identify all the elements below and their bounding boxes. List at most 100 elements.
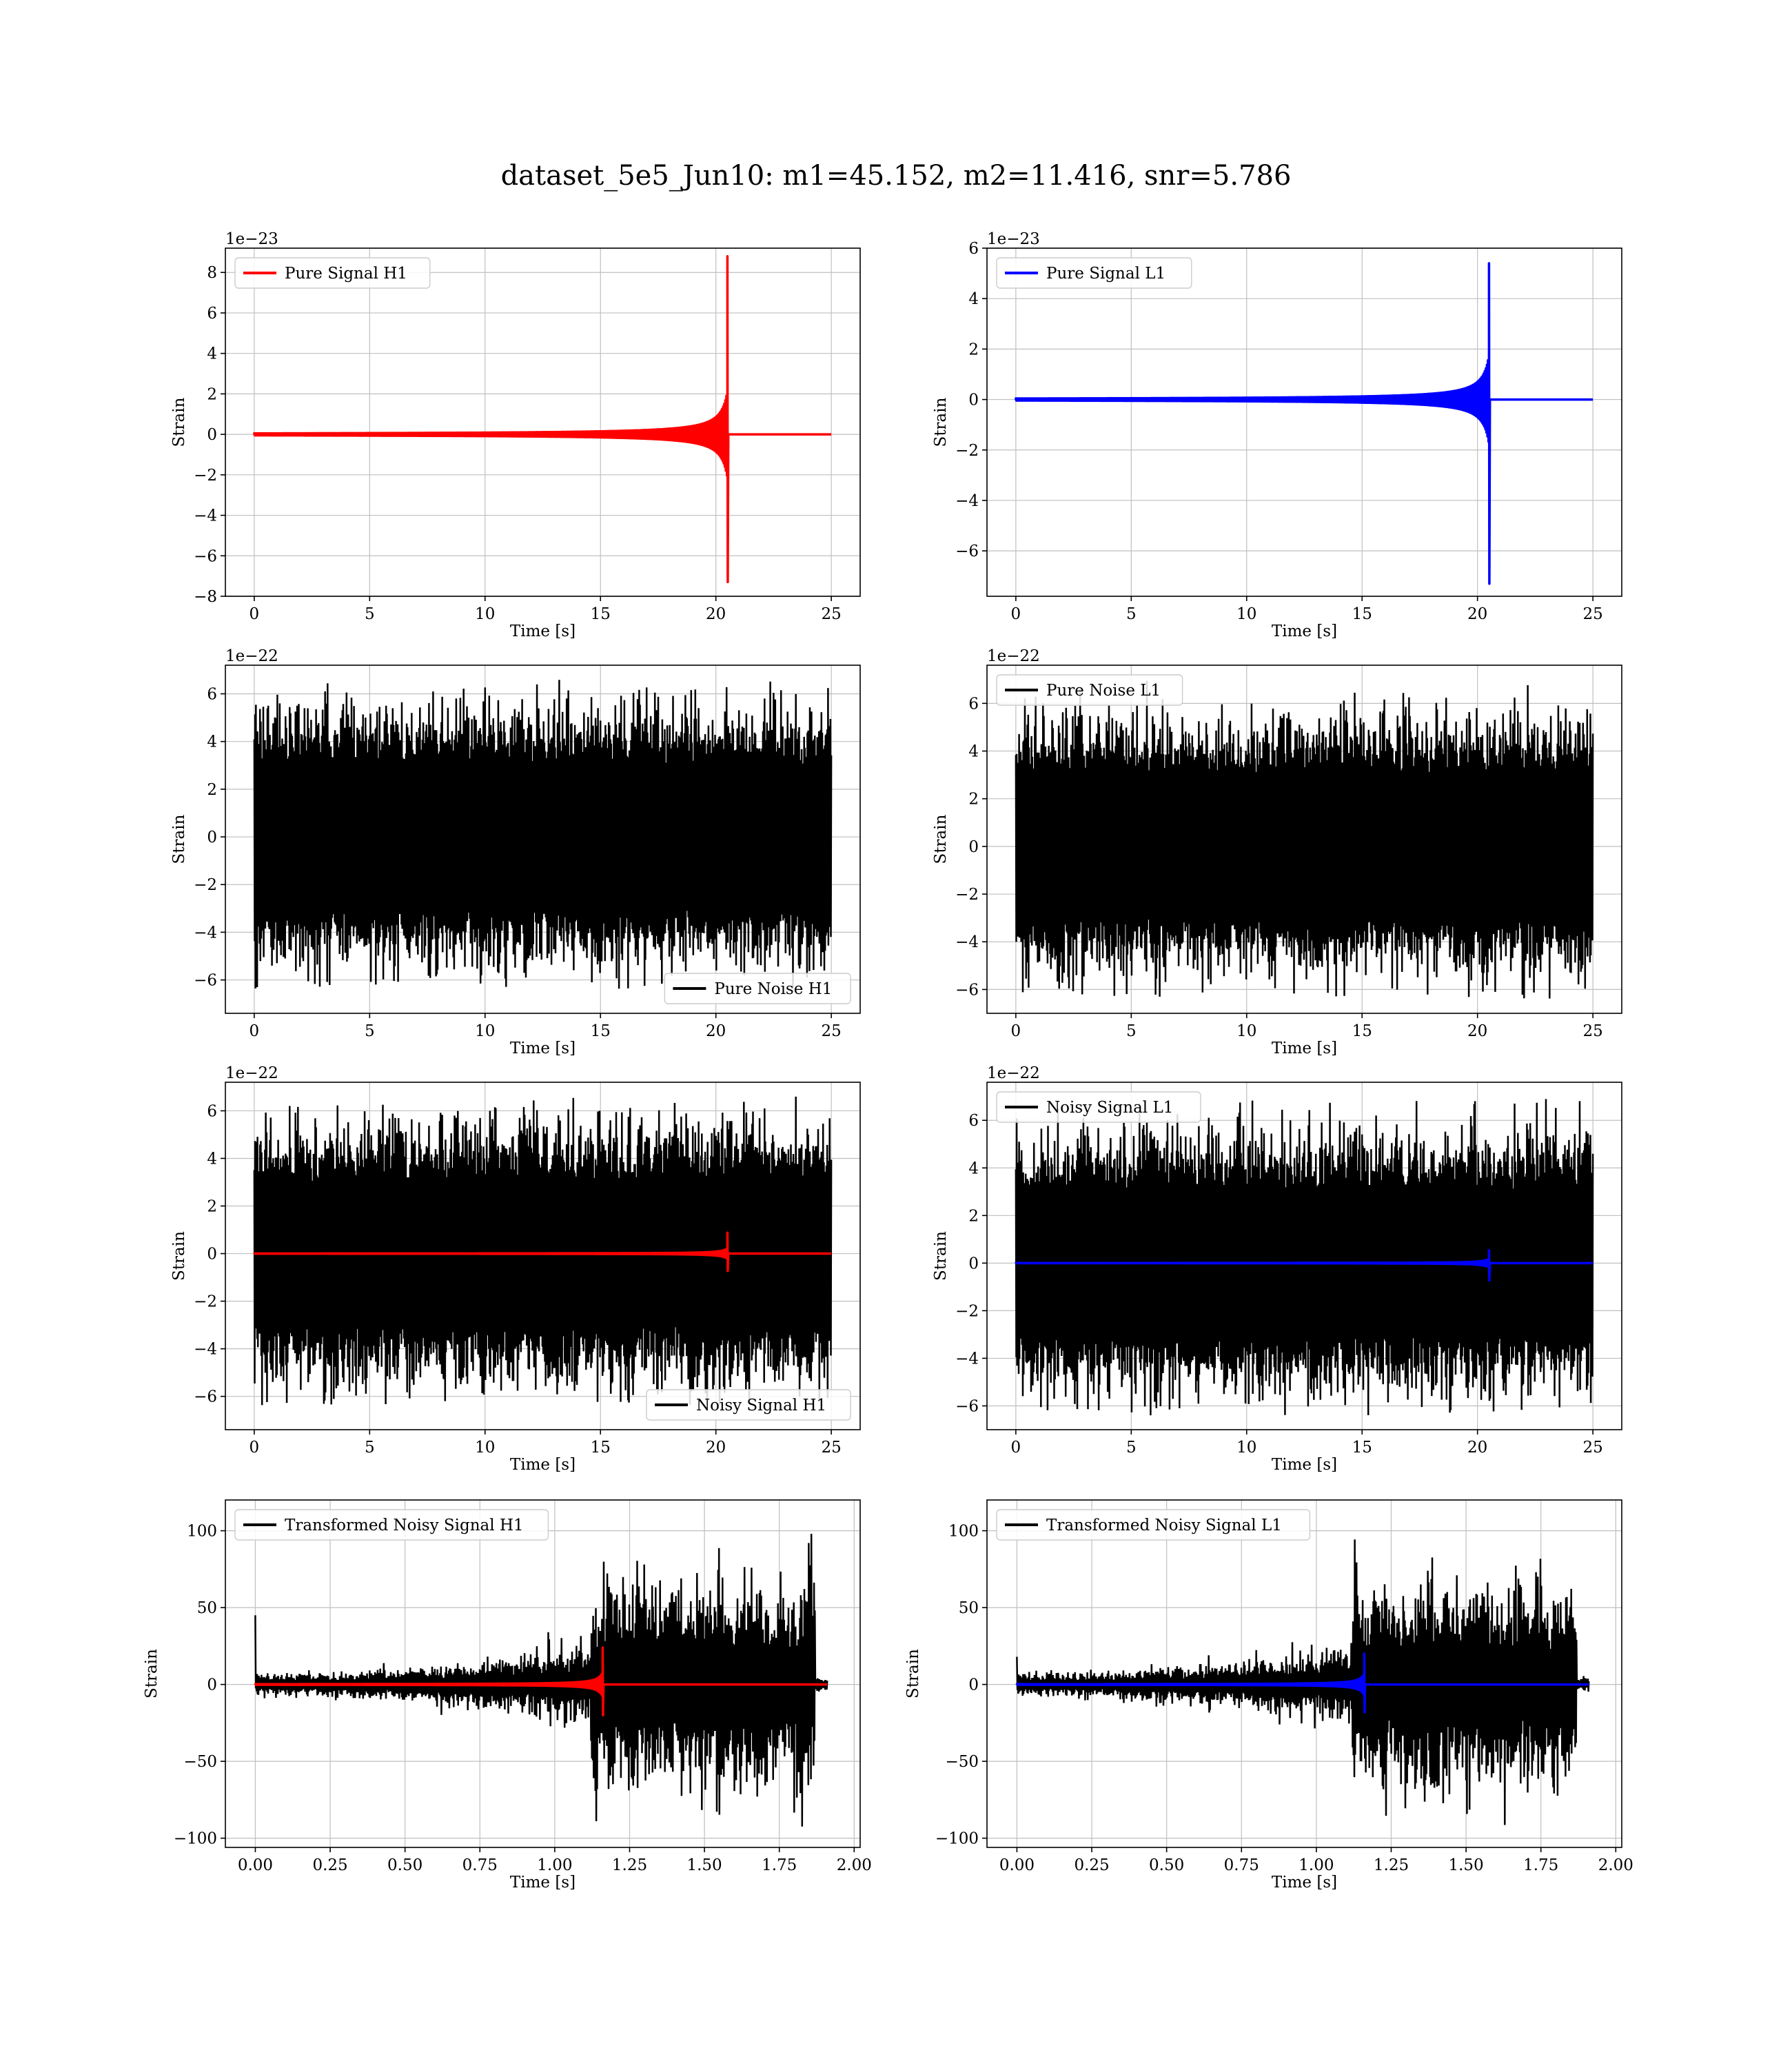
- x-tick-label: 1.00: [1299, 1856, 1334, 1874]
- x-tick-label: 1.75: [762, 1856, 797, 1874]
- x-tick-label: 1.00: [537, 1856, 572, 1874]
- y-tick-label: 0: [207, 1246, 217, 1264]
- axis-offset-text: 1e−23: [225, 230, 278, 248]
- axis-offset-text: 1e−22: [225, 1064, 278, 1082]
- axes-frame: [986, 1082, 1622, 1430]
- x-tick-label: 15: [591, 605, 611, 623]
- y-tick-label: −6: [955, 981, 979, 999]
- x-tick-label: 25: [821, 1439, 841, 1457]
- y-tick-label: −8: [194, 588, 217, 606]
- x-axis-label: Time [s]: [510, 1456, 576, 1474]
- plot-area: [1015, 262, 1594, 585]
- x-tick-label: 15: [1352, 605, 1372, 623]
- x-tick-label: 0: [250, 1022, 260, 1040]
- ticks: 0 5 10 15 20 25 −6 −4 −2 0 2 4 6: [955, 240, 1603, 623]
- legend-box: [996, 1509, 1311, 1541]
- x-tick-label: 1.25: [612, 1856, 647, 1874]
- x-tick-label: 0.75: [1224, 1856, 1259, 1874]
- legend-label: Transformed Noisy Signal H1: [285, 1517, 524, 1534]
- plot-area: [1015, 1099, 1594, 1416]
- y-tick-label: −4: [194, 1341, 217, 1359]
- x-tick-label: 15: [1352, 1022, 1372, 1040]
- x-tick-label: 10: [475, 1439, 495, 1457]
- x-tick-label: 2.00: [837, 1856, 872, 1874]
- axis-offset-text: 1e−22: [987, 1064, 1040, 1082]
- legend-box: [996, 1091, 1201, 1123]
- legend: Pure Signal H1: [234, 257, 431, 289]
- x-tick-label: 20: [706, 1439, 726, 1457]
- chart-panel-pure-signal-h1: 0 5 10 15 20 25 −8 −6 −4 −2 0 2 4 6 8 1e−23 Time [s] Stra…: [170, 230, 861, 640]
- ticks: 0 5 10 15 20 25 −8 −6 −4 −2 0 2 4 6 8: [194, 264, 842, 623]
- x-tick-label: 20: [706, 1022, 726, 1040]
- y-tick-label: −6: [194, 547, 217, 565]
- x-tick-label: 0.50: [1149, 1856, 1184, 1874]
- ticks: 0 5 10 15 20 25 −6 −4 −2 0 2 4 6: [194, 686, 842, 1040]
- y-tick-label: 4: [207, 1150, 217, 1168]
- x-tick-label: 5: [365, 1022, 375, 1040]
- ticks: 0 5 10 15 20 25 −6 −4 −2 0 2 4 6: [194, 1102, 842, 1457]
- chart-panel-pure-noise-l1: 0 5 10 15 20 25 −6 −4 −2 0 2 4 6 1e−22 Time [s] Strain P…: [932, 647, 1622, 1057]
- x-tick-label: 0: [1011, 1022, 1021, 1040]
- y-axis-label: Strain: [904, 1649, 922, 1699]
- x-tick-label: 15: [591, 1022, 611, 1040]
- plot-area: [1015, 680, 1594, 999]
- plot-area: [253, 254, 832, 584]
- y-tick-label: 4: [207, 733, 217, 751]
- y-tick-label: −50: [183, 1753, 217, 1771]
- y-tick-label: 100: [187, 1523, 217, 1541]
- plot-area: [1015, 1539, 1590, 1825]
- ticks: 0 5 10 15 20 25 −6 −4 −2 0 2 4 6: [955, 1112, 1603, 1457]
- x-tick-label: 10: [1236, 1439, 1256, 1457]
- x-tick-label: 0: [1011, 1439, 1021, 1457]
- figure-title: dataset_5e5_Jun10: m1=45.152, m2=11.416,…: [501, 160, 1292, 192]
- series-line-0: [1015, 680, 1594, 999]
- series-line-1: [1015, 1652, 1589, 1714]
- y-axis-label: Strain: [170, 397, 188, 447]
- x-tick-label: 5: [1126, 1439, 1137, 1457]
- y-tick-label: −100: [935, 1830, 979, 1848]
- series-line-1: [253, 1231, 832, 1273]
- axes-frame: [986, 665, 1622, 1014]
- y-tick-label: 6: [207, 686, 217, 704]
- legend-label: Pure Noise H1: [714, 980, 832, 998]
- x-axis-label: Time [s]: [510, 1040, 576, 1057]
- y-tick-label: −4: [955, 933, 979, 951]
- legend-label: Transformed Noisy Signal L1: [1046, 1517, 1282, 1534]
- grid: [225, 248, 860, 597]
- axis-offset-text: 1e−23: [987, 230, 1040, 248]
- legend-label: Pure Signal H1: [285, 265, 407, 283]
- y-tick-label: 2: [968, 791, 979, 809]
- legend-box: [646, 1389, 851, 1421]
- legend: Pure Noise H1: [664, 973, 851, 1004]
- axes-frame: [986, 1499, 1622, 1848]
- chart-panel-noisy-signal-l1: 0 5 10 15 20 25 −6 −4 −2 0 2 4 6 1e−22 Time [s] Strain N…: [932, 1064, 1622, 1474]
- series-line-0: [1016, 1539, 1590, 1825]
- x-tick-label: 5: [365, 605, 375, 623]
- legend: Noisy Signal L1: [996, 1091, 1201, 1123]
- y-tick-label: 50: [959, 1599, 979, 1617]
- legend-box: [234, 257, 431, 289]
- legend: Transformed Noisy Signal L1: [996, 1509, 1311, 1541]
- y-axis-label: Strain: [932, 397, 950, 447]
- series-line-0: [253, 680, 833, 989]
- y-tick-label: 0: [207, 1676, 217, 1694]
- plot-area: [254, 1534, 828, 1827]
- ticks: 0.00 0.25 0.50 0.75 1.00 1.25 1.50 1.75 2.00 −100…: [935, 1523, 1633, 1874]
- x-tick-label: 0: [250, 1439, 260, 1457]
- x-tick-label: 15: [591, 1439, 611, 1457]
- chart-panel-pure-signal-l1: 0 5 10 15 20 25 −6 −4 −2 0 2 4 6 1e−23 Time [s] Strain P…: [932, 230, 1622, 640]
- legend-label: Pure Noise L1: [1046, 682, 1161, 700]
- x-tick-label: 0.00: [238, 1856, 273, 1874]
- y-tick-label: −4: [194, 507, 217, 525]
- y-tick-label: 4: [968, 290, 979, 308]
- y-tick-label: −4: [955, 492, 979, 510]
- x-tick-label: 25: [821, 605, 841, 623]
- x-tick-label: 0: [1011, 605, 1021, 623]
- axes-frame: [225, 1082, 861, 1430]
- legend-label: Noisy Signal L1: [1046, 1099, 1173, 1117]
- y-tick-label: 6: [968, 1112, 979, 1130]
- y-tick-label: −6: [955, 1397, 979, 1415]
- y-tick-label: 50: [197, 1599, 217, 1617]
- ticks: 0.00 0.25 0.50 0.75 1.00 1.25 1.50 1.75 2.00 −100…: [174, 1523, 872, 1874]
- plot-area: [253, 680, 833, 989]
